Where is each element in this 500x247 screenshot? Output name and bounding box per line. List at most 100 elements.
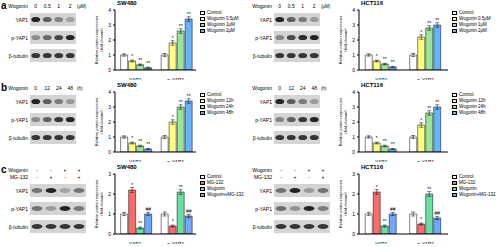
svg-text:**: ** [187, 11, 191, 17]
svg-text:3: 3 [352, 104, 355, 110]
svg-text:48: 48 [67, 85, 73, 91]
svg-text:**: ** [138, 57, 142, 63]
svg-text:(h): (h) [321, 86, 327, 91]
svg-text:**: ** [179, 23, 183, 29]
svg-text:0.5: 0.5 [44, 3, 51, 9]
svg-text:1: 1 [352, 52, 355, 58]
svg-text:**: ** [383, 56, 387, 62]
svg-text:YAP1: YAP1 [375, 77, 388, 80]
svg-text:+: + [78, 174, 81, 180]
svg-text:Wogonin: Wogonin [252, 167, 272, 173]
svg-text:p-YAP1: p-YAP1 [417, 241, 434, 244]
svg-text:24: 24 [300, 85, 306, 91]
svg-text:YAP1: YAP1 [260, 99, 273, 105]
svg-text:0: 0 [108, 231, 111, 237]
svg-text:*: * [420, 117, 422, 123]
svg-text:YAP1: YAP1 [129, 159, 142, 162]
svg-text:**: ** [138, 220, 142, 226]
svg-text:p-YAP1: p-YAP1 [167, 77, 184, 80]
svg-text:12: 12 [44, 85, 50, 91]
svg-text:*: * [131, 135, 133, 141]
svg-text:**: ** [391, 141, 395, 147]
svg-text:Relative protein expression(fo: Relative protein expression(fold change) [94, 16, 103, 64]
svg-text:3: 3 [108, 171, 111, 177]
svg-text:-: - [294, 167, 296, 173]
svg-text:*: * [376, 184, 378, 190]
svg-text:12: 12 [288, 85, 294, 91]
svg-text:*: * [131, 182, 133, 188]
svg-text:-: - [36, 167, 38, 173]
svg-text:p-YAP1: p-YAP1 [167, 241, 184, 244]
svg-text:Relative protein expression(fo: Relative protein expression(fold change) [94, 180, 103, 228]
svg-text:**: ** [146, 141, 150, 147]
svg-text:2: 2 [313, 3, 316, 9]
svg-text:β-tubulin: β-tubulin [9, 53, 28, 59]
svg-text:+: + [50, 174, 53, 180]
svg-text:0.5: 0.5 [288, 3, 295, 9]
svg-text:4: 4 [352, 7, 355, 13]
svg-text:2: 2 [69, 3, 72, 9]
svg-text:**: ** [383, 218, 387, 224]
svg-text:(h): (h) [77, 86, 83, 91]
svg-text:2: 2 [352, 191, 355, 197]
svg-text:4: 4 [352, 89, 355, 95]
svg-text:0: 0 [352, 67, 355, 73]
svg-text:*: * [376, 53, 378, 59]
svg-text:##: ## [186, 208, 192, 214]
svg-text:**: ** [427, 105, 431, 111]
svg-text:*: * [172, 114, 174, 120]
svg-text:YAP1: YAP1 [16, 99, 29, 105]
svg-text:2: 2 [352, 37, 355, 43]
svg-text:1: 1 [108, 211, 111, 217]
svg-text:3: 3 [352, 171, 355, 177]
svg-text:*: * [376, 135, 378, 141]
svg-text:**: ** [383, 138, 387, 144]
svg-text:*: * [131, 53, 133, 59]
svg-text:*: * [420, 29, 422, 35]
svg-text:0: 0 [34, 85, 37, 91]
svg-text:+: + [322, 167, 325, 173]
svg-text:YAP1: YAP1 [129, 241, 142, 244]
svg-text:##: ## [434, 210, 440, 216]
svg-text:-: - [36, 174, 38, 180]
svg-text:p-YAP1: p-YAP1 [255, 117, 272, 123]
svg-text:β-tubulin: β-tubulin [253, 135, 272, 141]
svg-text:**: ** [427, 186, 431, 192]
svg-text:0: 0 [34, 3, 37, 9]
svg-text:-: - [50, 167, 52, 173]
svg-text:48: 48 [311, 85, 317, 91]
svg-text:0: 0 [352, 149, 355, 155]
svg-text:Relative protein expression(fo: Relative protein expression(fold change) [338, 16, 347, 64]
svg-text:1: 1 [301, 3, 304, 9]
svg-text:Wogonin: Wogonin [8, 3, 28, 9]
svg-text:Relative protein expression(fo: Relative protein expression(fold change) [338, 98, 347, 146]
svg-text:0: 0 [108, 149, 111, 155]
svg-text:Wogonin: Wogonin [252, 3, 272, 9]
svg-text:-: - [280, 167, 282, 173]
svg-text:+: + [308, 167, 311, 173]
svg-text:2: 2 [108, 191, 111, 197]
svg-text:β-tubulin: β-tubulin [9, 224, 28, 230]
svg-text:3: 3 [108, 104, 111, 110]
svg-text:p-YAP1: p-YAP1 [255, 206, 272, 212]
svg-text:p-YAP1: p-YAP1 [11, 117, 28, 123]
svg-text:YAP1: YAP1 [260, 188, 273, 194]
svg-text:1: 1 [108, 52, 111, 58]
svg-text:p-YAP1: p-YAP1 [11, 35, 28, 41]
svg-text:*: * [172, 218, 174, 224]
svg-text:2: 2 [108, 37, 111, 43]
svg-text:2: 2 [108, 119, 111, 125]
svg-text:**: ** [146, 60, 150, 66]
svg-text:**: ** [435, 17, 439, 23]
svg-text:YAP1: YAP1 [375, 159, 388, 162]
svg-text:MG-132: MG-132 [254, 174, 272, 180]
svg-text:MG-132: MG-132 [10, 174, 28, 180]
svg-text:p-YAP1: p-YAP1 [167, 159, 184, 162]
svg-text:-: - [280, 174, 282, 180]
svg-text:(μM): (μM) [321, 4, 331, 9]
svg-text:p-YAP1: p-YAP1 [11, 206, 28, 212]
svg-text:0: 0 [108, 67, 111, 73]
svg-text:*: * [172, 35, 174, 41]
svg-text:1: 1 [57, 3, 60, 9]
svg-text:+: + [294, 174, 297, 180]
